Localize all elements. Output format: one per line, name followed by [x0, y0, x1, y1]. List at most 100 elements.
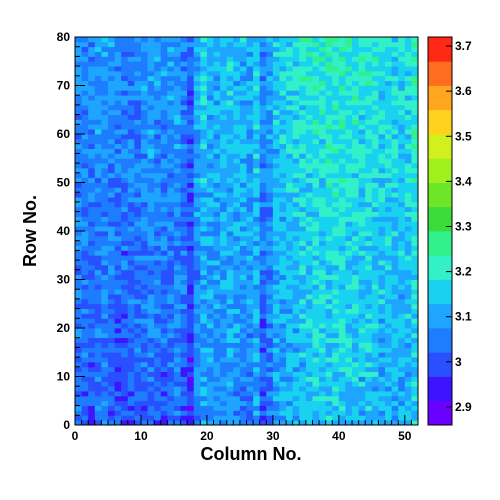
heatmap-cell: [114, 235, 122, 242]
x-tick-label: 20: [200, 429, 214, 443]
heatmap-cell: [371, 167, 379, 174]
heatmap-cell: [286, 75, 294, 82]
heatmap-cell: [338, 284, 346, 290]
heatmap-cell: [75, 260, 82, 266]
heatmap-cell: [272, 264, 280, 271]
heatmap-cell: [127, 386, 135, 392]
heatmap-cell: [121, 337, 129, 343]
heatmap-cell: [358, 410, 366, 416]
heatmap-cell: [154, 250, 162, 256]
heatmap-cell: [266, 75, 274, 82]
heatmap-cell: [220, 260, 228, 266]
heatmap-cell: [365, 206, 373, 212]
heatmap-cell: [134, 415, 142, 421]
heatmap-cell: [94, 381, 102, 387]
heatmap-cell: [272, 255, 280, 261]
heatmap-cell: [345, 206, 353, 212]
heatmap-cell: [75, 308, 82, 314]
heatmap-cell: [160, 109, 168, 115]
heatmap-cell: [312, 337, 320, 343]
heatmap-cell: [325, 415, 333, 421]
heatmap-cell: [319, 109, 327, 115]
heatmap-cell: [206, 395, 214, 402]
heatmap-cell: [404, 366, 412, 373]
heatmap-cell: [292, 235, 300, 242]
heatmap-cell: [187, 235, 195, 242]
heatmap-cell: [173, 260, 181, 266]
heatmap-cell: [259, 289, 267, 295]
heatmap-cell: [378, 163, 386, 169]
heatmap-cell: [134, 235, 142, 242]
heatmap-cell: [279, 279, 287, 285]
heatmap-cell: [127, 313, 135, 319]
heatmap-cell: [134, 114, 142, 120]
heatmap-cell: [378, 313, 386, 319]
heatmap-cell: [325, 308, 333, 314]
heatmap-cell: [200, 90, 208, 96]
heatmap-cell: [200, 192, 208, 198]
heatmap-cell: [411, 134, 419, 140]
heatmap-cell: [187, 415, 195, 421]
heatmap-cell: [167, 167, 175, 174]
heatmap-cell: [114, 221, 122, 227]
heatmap-cell: [358, 41, 366, 48]
heatmap-cell: [305, 104, 313, 111]
heatmap-cell: [266, 104, 274, 111]
heatmap-cell: [180, 187, 188, 193]
heatmap-cell: [299, 75, 307, 82]
heatmap-cell: [272, 119, 280, 125]
heatmap-cell: [345, 124, 353, 130]
heatmap-cell: [259, 376, 267, 382]
heatmap-cell: [173, 366, 181, 373]
heatmap-cell: [173, 119, 181, 125]
heatmap-cell: [266, 420, 274, 426]
heatmap-cell: [358, 37, 366, 43]
heatmap-cell: [154, 405, 162, 411]
heatmap-cell: [167, 371, 175, 377]
heatmap-cell: [239, 240, 247, 246]
heatmap-cell: [160, 95, 168, 101]
heatmap-cell: [121, 41, 129, 48]
heatmap-cell: [352, 264, 360, 271]
heatmap-cell: [233, 211, 241, 217]
heatmap-cell: [94, 405, 102, 411]
heatmap-cell: [239, 318, 247, 324]
heatmap-cell: [279, 138, 287, 145]
heatmap-cell: [391, 313, 399, 319]
heatmap-cell: [332, 109, 340, 115]
heatmap-cell: [206, 337, 214, 343]
heatmap-cell: [352, 240, 360, 246]
heatmap-cell: [338, 328, 346, 334]
heatmap-cell: [365, 332, 373, 339]
heatmap-cell: [246, 75, 254, 82]
heatmap-cell: [121, 269, 129, 276]
heatmap-cell: [299, 366, 307, 373]
heatmap-cell: [385, 250, 393, 256]
heatmap-cell: [81, 342, 89, 348]
heatmap-cell: [292, 405, 300, 411]
heatmap-cell: [107, 332, 115, 339]
heatmap-cell: [239, 114, 247, 120]
heatmap-cell: [180, 177, 188, 183]
heatmap-cell: [365, 187, 373, 193]
heatmap-cell: [358, 231, 366, 237]
heatmap-cell: [332, 231, 340, 237]
heatmap-cell: [180, 231, 188, 237]
heatmap-cell: [200, 167, 208, 174]
heatmap-cell: [94, 347, 102, 353]
heatmap-cell: [167, 56, 175, 62]
heatmap-cell: [187, 284, 195, 290]
heatmap-cell: [371, 143, 379, 149]
heatmap-cell: [94, 245, 102, 251]
heatmap-cell: [345, 313, 353, 319]
heatmap-cell: [121, 357, 129, 363]
heatmap-cell: [385, 172, 393, 179]
heatmap-cell: [127, 138, 135, 145]
heatmap-cell: [154, 66, 162, 72]
heatmap-cell: [371, 347, 379, 353]
heatmap-cell: [147, 231, 155, 237]
heatmap-cell: [114, 352, 122, 358]
heatmap-cell: [140, 80, 148, 86]
heatmap-cell: [292, 313, 300, 319]
heatmap-cell: [352, 153, 360, 159]
